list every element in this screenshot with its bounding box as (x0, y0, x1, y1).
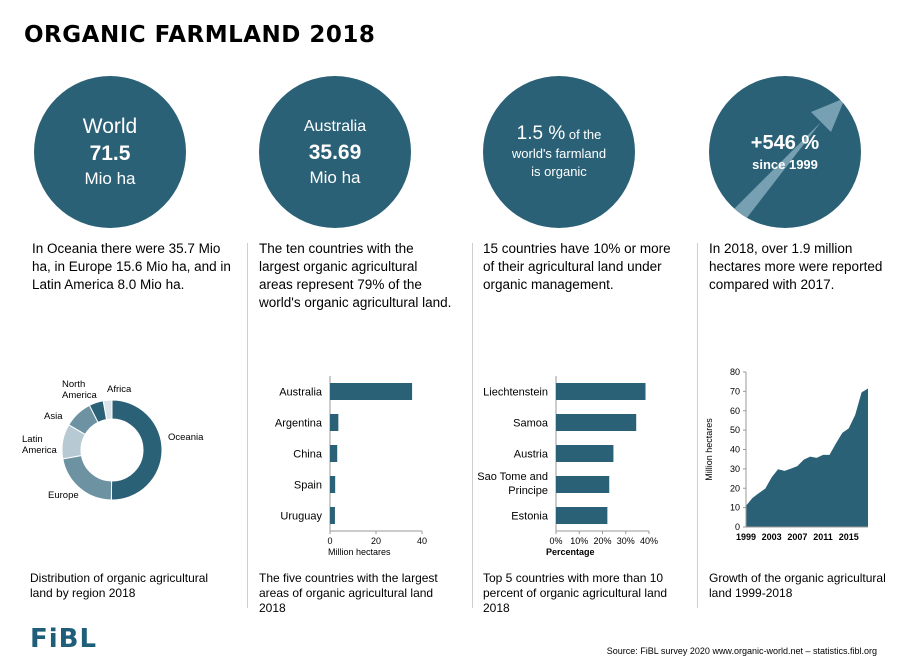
caption-top-countries: The five countries with the largest area… (259, 571, 438, 615)
y-tick-label: 60 (730, 406, 740, 416)
y-axis-label: Million hectares (704, 418, 714, 481)
x-tick-label: 20% (593, 536, 611, 546)
x-axis-label: Million hectares (328, 547, 391, 557)
x-axis-label: Percentage (546, 547, 595, 557)
bar-category-label: Argentina (275, 418, 323, 430)
share-line3: is organic (531, 163, 587, 179)
bar (330, 445, 338, 462)
donut-label: Africa (107, 384, 132, 395)
donut-label: Asia (44, 411, 63, 422)
bar-category-label: Uruguay (280, 511, 322, 523)
region-donut-chart: Oceania Europe Latin America Asia North Americ… (22, 379, 204, 501)
australia-label: Australia (303, 117, 367, 135)
x-tick-label: 40 (417, 536, 427, 546)
australia-stat-circle: Australia 35.69 Mio ha (259, 76, 411, 228)
bar (556, 476, 610, 493)
australia-unit: Mio ha (309, 167, 361, 187)
donut-label: Europe (48, 490, 79, 501)
column-divider (247, 243, 248, 608)
x-tick-label: 2007 (787, 532, 807, 542)
bar (330, 507, 335, 524)
x-tick-label: 2011 (813, 532, 833, 542)
bar (556, 414, 637, 431)
donut-label: Oceania (168, 432, 204, 443)
source-note: Source: FiBL survey 2020 www.organic-wor… (606, 646, 877, 656)
share-of-the: of the (568, 126, 602, 142)
column-divider (472, 243, 473, 608)
bar-category-label: Sao Tome and Principe (477, 471, 548, 497)
growth-value: +546 % (750, 132, 820, 154)
y-tick-label: 20 (730, 483, 740, 493)
bar-category-label: Spain (294, 480, 322, 492)
x-tick-label: 40% (640, 536, 658, 546)
caption-donut: Distribution of organic agricultural lan… (30, 571, 209, 600)
x-tick-label: 10% (570, 536, 588, 546)
caption-share: Top 5 countries with more than 10 percen… (483, 571, 668, 615)
x-tick-label: 20 (371, 536, 381, 546)
y-tick-label: 40 (730, 445, 740, 455)
donut-slice (102, 399, 113, 421)
share-stat-circle: 1.5 % of the world's farmland is organic (483, 76, 635, 228)
growth-area-chart: 0 10 20 30 40 50 60 70 80 1999 2003 2007 2011 2015 Mil… (704, 367, 868, 542)
caption-growth: Growth of the organic agricultural land … (709, 571, 886, 600)
share-value: 1.5 % (516, 122, 566, 144)
share-line1: 1.5 % of the (516, 122, 602, 145)
x-tick-label: 1999 (736, 532, 756, 542)
bar-category-label: Liechtenstein (483, 387, 548, 399)
x-tick-label: 0% (549, 536, 562, 546)
share-line2: world's farmland (511, 145, 607, 161)
description-top-ten: The ten countries with the largest organ… (259, 241, 452, 310)
x-tick-label: 2015 (839, 532, 859, 542)
world-value: 71.5 (89, 142, 131, 165)
bar (556, 507, 608, 524)
world-label: World (82, 115, 138, 138)
donut-label: Latin America (22, 434, 58, 456)
x-tick-label: 30% (617, 536, 635, 546)
page-title: ORGANIC FARMLAND 2018 (24, 22, 376, 48)
y-tick-label: 80 (730, 367, 740, 377)
bar (556, 445, 614, 462)
y-tick-label: 30 (730, 464, 740, 474)
area-series (746, 388, 868, 527)
bar-category-label: Samoa (513, 418, 549, 430)
column-divider (697, 243, 698, 608)
x-tick-label: 0 (327, 536, 332, 546)
bar-category-label: China (293, 449, 323, 461)
fibl-logo: FiBL (30, 624, 98, 654)
bar-category-label: Estonia (511, 511, 549, 523)
y-tick-label: 10 (730, 503, 740, 513)
y-tick-label: 50 (730, 425, 740, 435)
description-oceania: In Oceania there were 35.7 Mio ha, in Eu… (32, 241, 231, 292)
growth-arrow-icon (727, 98, 845, 228)
world-unit: Mio ha (84, 169, 136, 188)
top-countries-area-chart: Australia Argentina China Spain Uruguay 0 20 40… (275, 376, 427, 557)
donut-slice (110, 399, 163, 501)
y-tick-label: 70 (730, 386, 740, 396)
donut-label: North America (62, 379, 98, 401)
top-countries-share-chart: Liechtenstein Samoa Austria Sao Tome and Pri… (477, 376, 658, 557)
bar-category-label: Austria (514, 449, 549, 461)
x-tick-label: 2003 (762, 532, 782, 542)
bar (556, 383, 646, 400)
bar (330, 414, 339, 431)
bar-category-label: Australia (279, 387, 323, 399)
growth-stat-circle: +546 % since 1999 (709, 76, 861, 228)
world-stat-circle: World 71.5 Mio ha (34, 76, 186, 228)
y-tick-label: 0 (735, 522, 740, 532)
australia-value: 35.69 (308, 140, 362, 164)
bar (330, 476, 336, 493)
bar (330, 383, 413, 400)
description-fifteen-countries: 15 countries have 10% or more of their a… (483, 241, 671, 292)
growth-since: since 1999 (752, 157, 818, 172)
description-growth: In 2018, over 1.9 million hectares more … (709, 241, 883, 292)
